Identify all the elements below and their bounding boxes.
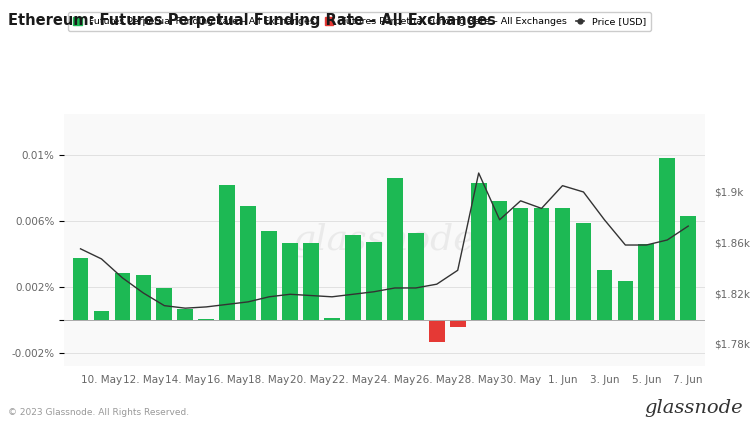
Bar: [387, 178, 403, 320]
Bar: [513, 208, 529, 320]
Bar: [73, 258, 88, 320]
Bar: [157, 288, 172, 320]
Bar: [429, 320, 445, 342]
Bar: [199, 319, 214, 320]
Bar: [324, 317, 340, 320]
Bar: [575, 223, 591, 320]
Bar: [659, 158, 675, 320]
Bar: [366, 242, 382, 320]
Bar: [219, 185, 235, 320]
Bar: [450, 320, 466, 328]
Bar: [555, 208, 570, 320]
Bar: [240, 206, 256, 320]
Text: Ethereum: Futures Perpetual Funding Rate – All Exchanges: Ethereum: Futures Perpetual Funding Rate…: [8, 13, 495, 28]
Bar: [115, 273, 130, 320]
Bar: [261, 231, 277, 320]
Bar: [345, 235, 361, 320]
Bar: [638, 244, 654, 320]
Bar: [408, 233, 424, 320]
Bar: [617, 281, 633, 320]
Text: © 2023 Glassnode. All Rights Reserved.: © 2023 Glassnode. All Rights Reserved.: [8, 408, 189, 417]
Bar: [492, 201, 508, 320]
Bar: [136, 274, 152, 320]
Bar: [680, 216, 696, 320]
Bar: [94, 311, 110, 320]
Text: glassnode: glassnode: [644, 399, 742, 417]
Bar: [303, 243, 319, 320]
Text: glassnode: glassnode: [293, 223, 476, 257]
Bar: [471, 183, 487, 320]
Bar: [178, 309, 194, 320]
Bar: [534, 208, 550, 320]
Legend: Futures Perpetual Funding Rate – All Exchanges, Futures Perpetual Funding Rate –: Futures Perpetual Funding Rate – All Exc…: [68, 12, 651, 31]
Bar: [596, 270, 612, 320]
Bar: [282, 243, 298, 320]
